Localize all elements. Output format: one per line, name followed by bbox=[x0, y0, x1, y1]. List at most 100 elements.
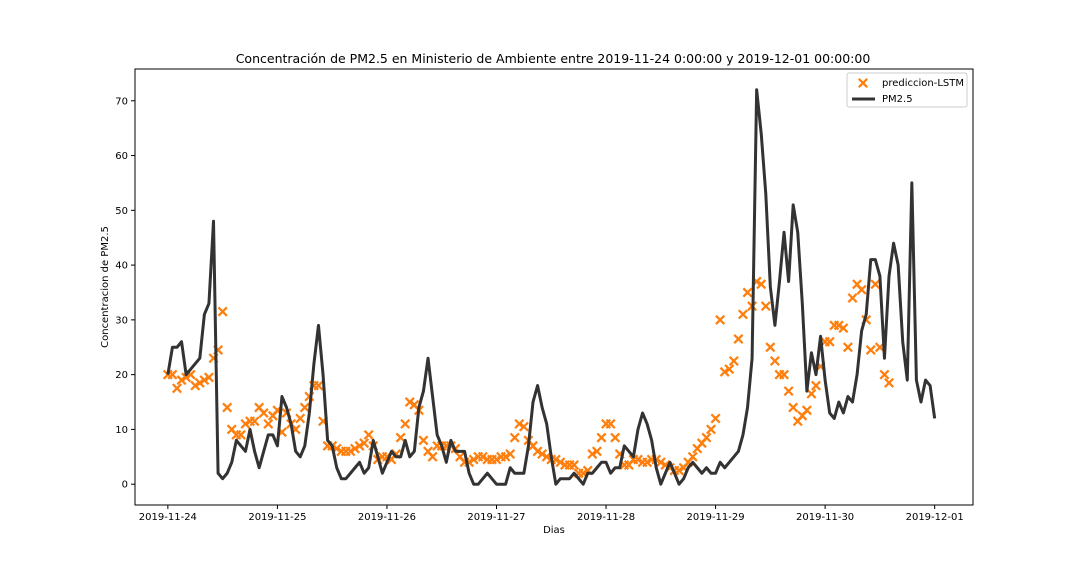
scatter-point-prediccion-lstm bbox=[847, 292, 858, 303]
scatter-point-prediccion-lstm bbox=[400, 418, 411, 429]
scatter-point-prediccion-lstm bbox=[313, 380, 324, 391]
legend-label-pm25: PM2.5 bbox=[882, 94, 913, 105]
scatter-point-prediccion-lstm bbox=[240, 418, 251, 429]
scatter-point-prediccion-lstm bbox=[632, 454, 643, 465]
x-tick-label: 2019-11-24 bbox=[139, 512, 197, 523]
scatter-point-prediccion-lstm bbox=[349, 443, 360, 454]
scatter-point-prediccion-lstm bbox=[263, 418, 274, 429]
y-tick-label: 20 bbox=[115, 370, 128, 381]
scatter-point-prediccion-lstm bbox=[655, 457, 666, 468]
scatter-point-prediccion-lstm bbox=[404, 397, 415, 408]
scatter-point-prediccion-lstm bbox=[505, 449, 516, 460]
scatter-point-prediccion-lstm bbox=[879, 369, 890, 380]
scatter-point-prediccion-lstm bbox=[468, 454, 479, 465]
scatter-point-prediccion-lstm bbox=[856, 284, 867, 295]
x-tick-label: 2019-11-26 bbox=[358, 512, 416, 523]
scatter-point-prediccion-lstm bbox=[605, 418, 616, 429]
scatter-point-prediccion-lstm bbox=[733, 334, 744, 345]
y-axis-label: Concentracion de PM2.5 bbox=[100, 226, 111, 348]
scatter-point-prediccion-lstm bbox=[765, 342, 776, 353]
scatter-point-prediccion-lstm bbox=[701, 432, 712, 443]
x-tick-label: 2019-12-01 bbox=[906, 512, 964, 523]
scatter-point-prediccion-lstm bbox=[710, 413, 721, 424]
y-tick-label: 0 bbox=[122, 480, 128, 491]
scatter-point-prediccion-lstm bbox=[737, 309, 748, 320]
scatter-point-prediccion-lstm bbox=[354, 440, 365, 451]
axes-frame bbox=[134, 68, 974, 506]
scatter-point-prediccion-lstm bbox=[728, 355, 739, 366]
scatter-point-prediccion-lstm bbox=[258, 407, 269, 418]
scatter-point-prediccion-lstm bbox=[674, 465, 685, 476]
scatter-point-prediccion-lstm bbox=[801, 405, 812, 416]
scatter-point-prediccion-lstm bbox=[569, 460, 580, 471]
scatter-point-prediccion-lstm bbox=[865, 344, 876, 355]
scatter-point-prediccion-lstm bbox=[418, 435, 429, 446]
scatter-point-prediccion-lstm bbox=[203, 372, 214, 383]
scatter-point-prediccion-lstm bbox=[235, 429, 246, 440]
scatter-point-prediccion-lstm bbox=[555, 457, 566, 468]
scatter-point-prediccion-lstm bbox=[719, 366, 730, 377]
scatter-point-prediccion-lstm bbox=[249, 416, 260, 427]
line-series-pm25 bbox=[166, 88, 937, 486]
scatter-point-prediccion-lstm bbox=[194, 377, 205, 388]
scatter-point-prediccion-lstm bbox=[359, 438, 370, 449]
scatter-point-prediccion-lstm bbox=[760, 301, 771, 312]
legend-label-prediccion-lstm: prediccion-LSTM bbox=[882, 78, 964, 89]
legend-marker-prediccion-lstm bbox=[858, 78, 868, 88]
scatter-point-prediccion-lstm bbox=[167, 369, 178, 380]
scatter-point-prediccion-lstm bbox=[706, 424, 717, 435]
chart-title: Concentración de PM2.5 en Ministerio de … bbox=[236, 51, 871, 66]
y-tick-label: 70 bbox=[115, 96, 128, 107]
y-tick-label: 10 bbox=[115, 425, 128, 436]
scatter-point-prediccion-lstm bbox=[491, 454, 502, 465]
scatter-point-prediccion-lstm bbox=[870, 279, 881, 290]
scatter-point-prediccion-lstm bbox=[687, 451, 698, 462]
legend-box bbox=[846, 72, 968, 108]
scatter-point-prediccion-lstm bbox=[537, 449, 548, 460]
scatter-point-prediccion-lstm bbox=[833, 320, 844, 331]
scatter-point-prediccion-lstm bbox=[769, 355, 780, 366]
scatter-point-prediccion-lstm bbox=[824, 336, 835, 347]
scatter-point-prediccion-lstm bbox=[363, 429, 374, 440]
x-tick-label: 2019-11-25 bbox=[248, 512, 306, 523]
scatter-point-prediccion-lstm bbox=[806, 388, 817, 399]
scatter-point-prediccion-lstm bbox=[591, 446, 602, 457]
scatter-point-prediccion-lstm bbox=[838, 323, 849, 334]
plot-area bbox=[162, 88, 937, 486]
legend-marker-x-icon bbox=[858, 78, 868, 88]
scatter-point-prediccion-lstm bbox=[190, 380, 201, 391]
scatter-point-prediccion-lstm bbox=[788, 402, 799, 413]
scatter-point-prediccion-lstm bbox=[587, 449, 598, 460]
y-tick-label: 40 bbox=[115, 261, 128, 272]
x-axis: 2019-11-24 2019-11-25 2019-11-26 2019-11-27… bbox=[139, 505, 964, 523]
scatter-point-prediccion-lstm bbox=[299, 402, 310, 413]
scatter-point-prediccion-lstm bbox=[842, 342, 853, 353]
scatter-point-prediccion-lstm bbox=[295, 413, 306, 424]
scatter-point-prediccion-lstm bbox=[477, 451, 488, 462]
y-tick-label: 50 bbox=[115, 206, 128, 217]
scatter-point-prediccion-lstm bbox=[715, 314, 726, 325]
scatter-point-prediccion-lstm bbox=[395, 432, 406, 443]
scatter-point-prediccion-lstm bbox=[509, 432, 520, 443]
scatter-point-prediccion-lstm bbox=[884, 377, 895, 388]
scatter-point-prediccion-lstm bbox=[217, 306, 228, 317]
scatter-point-prediccion-lstm bbox=[199, 375, 210, 386]
scatter-point-prediccion-lstm bbox=[171, 383, 182, 394]
scatter-point-prediccion-lstm bbox=[742, 287, 753, 298]
scatter-point-prediccion-lstm bbox=[181, 372, 192, 383]
scatter-point-prediccion-lstm bbox=[427, 451, 438, 462]
scatter-point-prediccion-lstm bbox=[176, 375, 187, 386]
y-axis: 0 10 20 30 40 50 60 70 bbox=[115, 96, 135, 491]
scatter-point-prediccion-lstm bbox=[541, 451, 552, 462]
scatter-point-prediccion-lstm bbox=[596, 432, 607, 443]
scatter-point-prediccion-lstm bbox=[518, 421, 529, 432]
scatter-point-prediccion-lstm bbox=[610, 432, 621, 443]
scatter-point-prediccion-lstm bbox=[500, 451, 511, 462]
scatter-point-prediccion-lstm bbox=[642, 457, 653, 468]
y-tick-label: 60 bbox=[115, 151, 128, 162]
scatter-point-prediccion-lstm bbox=[756, 279, 767, 290]
scatter-point-prediccion-lstm bbox=[810, 380, 821, 391]
scatter-point-prediccion-lstm bbox=[514, 418, 525, 429]
scatter-point-prediccion-lstm bbox=[779, 369, 790, 380]
